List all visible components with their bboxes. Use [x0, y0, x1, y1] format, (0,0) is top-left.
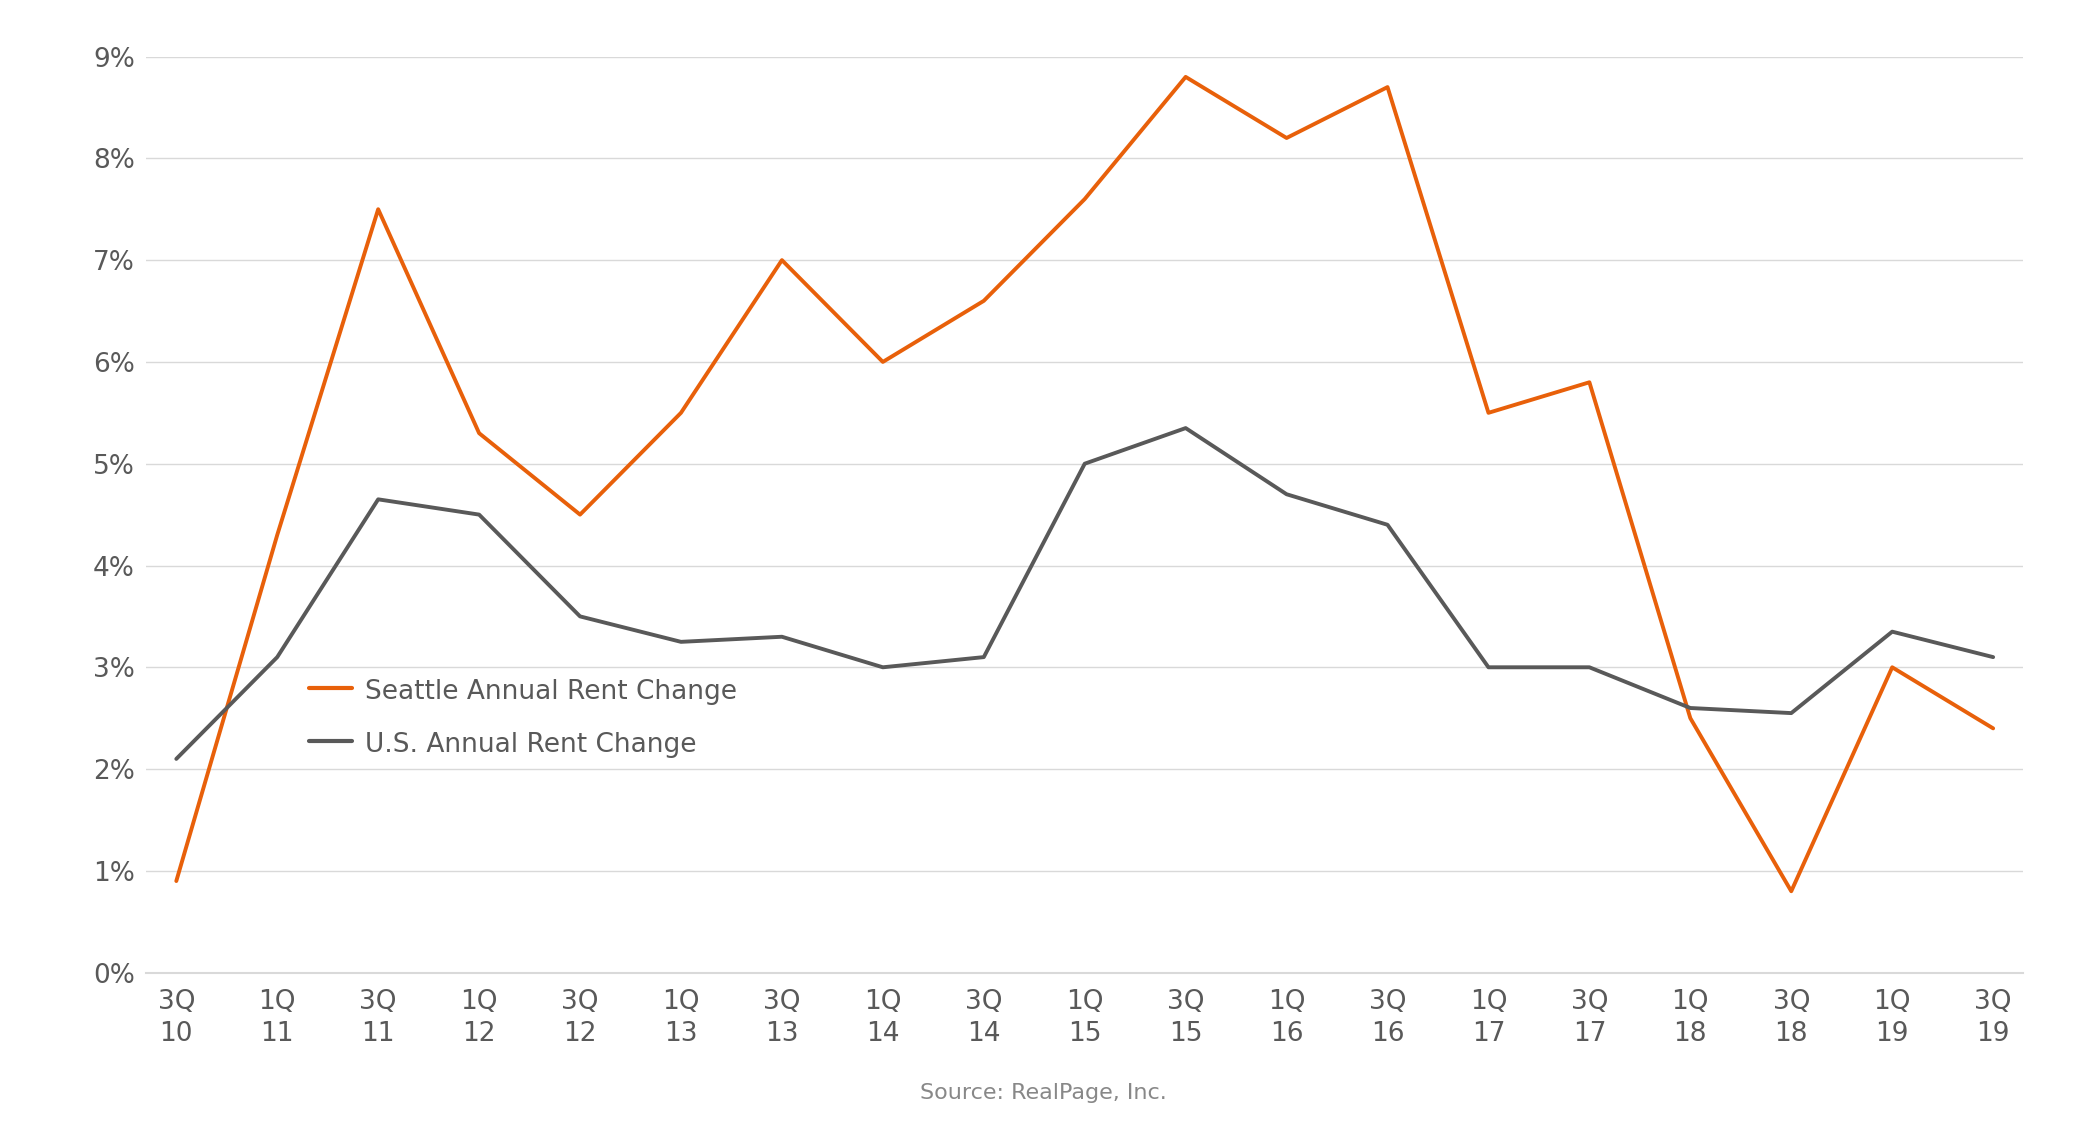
U.S. Annual Rent Change — [467, 508, 492, 521]
Seattle Annual Rent Change — [770, 253, 795, 267]
Seattle Annual Rent Change — [1072, 192, 1097, 206]
Line: U.S. Annual Rent Change: U.S. Annual Rent Change — [177, 429, 1992, 759]
Seattle Annual Rent Change — [972, 294, 997, 308]
U.S. Annual Rent Change — [165, 752, 190, 766]
U.S. Annual Rent Change — [1477, 661, 1502, 674]
U.S. Annual Rent Change — [365, 493, 390, 507]
Seattle Annual Rent Change — [1477, 406, 1502, 420]
Text: Source: RealPage, Inc.: Source: RealPage, Inc. — [920, 1082, 1166, 1103]
Seattle Annual Rent Change — [1779, 884, 1804, 898]
Seattle Annual Rent Change — [1275, 131, 1300, 145]
U.S. Annual Rent Change — [567, 610, 592, 623]
Seattle Annual Rent Change — [668, 406, 693, 420]
U.S. Annual Rent Change — [1275, 487, 1300, 501]
U.S. Annual Rent Change — [1980, 650, 2005, 664]
U.S. Annual Rent Change — [1172, 422, 1197, 435]
Seattle Annual Rent Change — [165, 874, 190, 888]
Seattle Annual Rent Change — [1677, 711, 1702, 725]
U.S. Annual Rent Change — [1879, 624, 1905, 638]
Seattle Annual Rent Change — [870, 355, 895, 369]
Seattle Annual Rent Change — [467, 426, 492, 440]
Seattle Annual Rent Change — [265, 528, 290, 542]
U.S. Annual Rent Change — [1779, 706, 1804, 720]
U.S. Annual Rent Change — [1375, 518, 1400, 532]
U.S. Annual Rent Change — [770, 630, 795, 644]
U.S. Annual Rent Change — [1577, 661, 1602, 674]
Seattle Annual Rent Change — [1577, 375, 1602, 389]
Legend: Seattle Annual Rent Change, U.S. Annual Rent Change: Seattle Annual Rent Change, U.S. Annual … — [309, 677, 736, 758]
Seattle Annual Rent Change — [1375, 80, 1400, 94]
Line: Seattle Annual Rent Change: Seattle Annual Rent Change — [177, 77, 1992, 891]
U.S. Annual Rent Change — [1677, 701, 1702, 715]
Seattle Annual Rent Change — [567, 508, 592, 521]
U.S. Annual Rent Change — [265, 650, 290, 664]
U.S. Annual Rent Change — [668, 636, 693, 649]
Seattle Annual Rent Change — [365, 202, 390, 216]
Seattle Annual Rent Change — [1172, 70, 1197, 84]
U.S. Annual Rent Change — [1072, 457, 1097, 470]
U.S. Annual Rent Change — [870, 661, 895, 674]
Seattle Annual Rent Change — [1980, 722, 2005, 735]
Seattle Annual Rent Change — [1879, 661, 1905, 674]
U.S. Annual Rent Change — [972, 650, 997, 664]
